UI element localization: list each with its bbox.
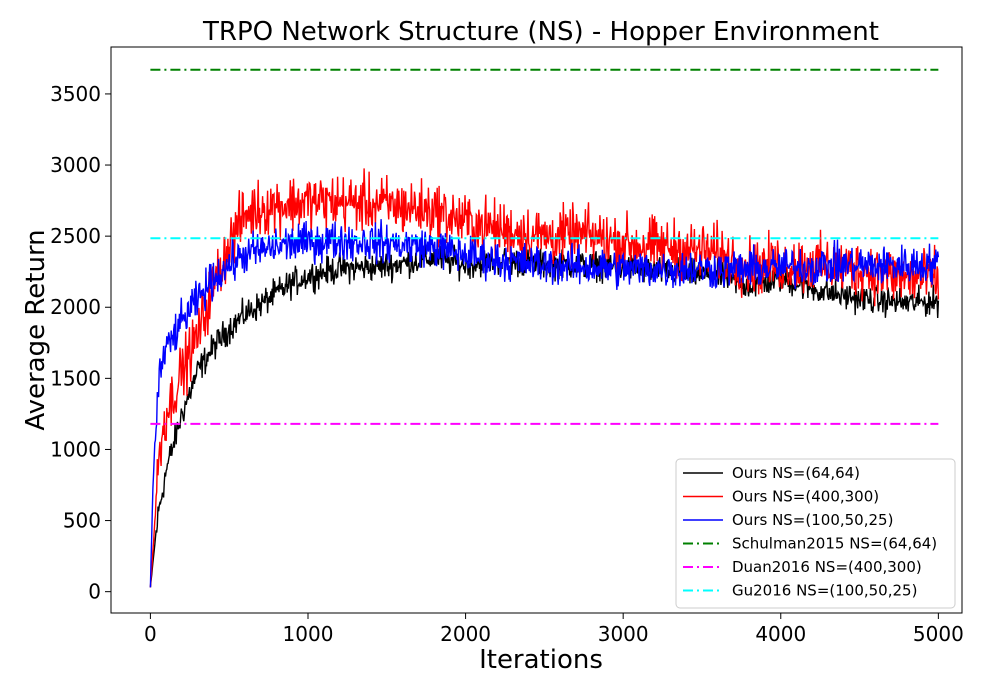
y-tick-label: 2000	[50, 295, 101, 319]
y-tick-label: 0	[88, 580, 101, 604]
x-tick-label: 3000	[598, 622, 649, 646]
y-tick-label: 500	[63, 509, 101, 533]
x-tick-label: 4000	[755, 622, 806, 646]
legend-label: Schulman2015 NS=(64,64)	[732, 535, 937, 553]
legend-label: Duan2016 NS=(400,300)	[732, 558, 922, 576]
y-tick-label: 3500	[50, 82, 101, 106]
x-tick-label: 0	[144, 622, 157, 646]
y-tick-label: 2500	[50, 224, 101, 248]
x-tick-label: 2000	[440, 622, 491, 646]
y-axis-label: Average Return	[21, 229, 51, 430]
x-tick-label: 1000	[283, 622, 334, 646]
legend-box	[675, 458, 956, 609]
y-axis: 0 500 1000 1500 2000 2500 3000 3500	[50, 82, 111, 604]
y-tick-label: 3000	[50, 153, 101, 177]
plot-frame	[110, 46, 963, 614]
legend-label: Gu2016 NS=(100,50,25)	[732, 582, 917, 600]
legend-label: Ours NS=(400,300)	[732, 488, 879, 506]
legend-label: Ours NS=(64,64)	[732, 464, 860, 482]
x-tick-label: 5000	[913, 622, 964, 646]
x-axis: 0 1000 2000 3000 4000 5000	[144, 613, 964, 646]
legend-label: Ours NS=(100,50,25)	[732, 511, 893, 529]
x-axis-label: Iterations	[479, 645, 603, 675]
plot-lines	[149, 68, 940, 588]
series-line	[149, 168, 940, 588]
y-tick-label: 1500	[50, 366, 101, 390]
y-tick-label: 1000	[50, 437, 101, 461]
chart-title: TRPO Network Structure (NS) - Hopper Env…	[202, 17, 879, 47]
series-line	[149, 219, 940, 588]
legend: Ours NS=(64,64) Ours NS=(400,300) Ours NS=…	[675, 458, 956, 609]
